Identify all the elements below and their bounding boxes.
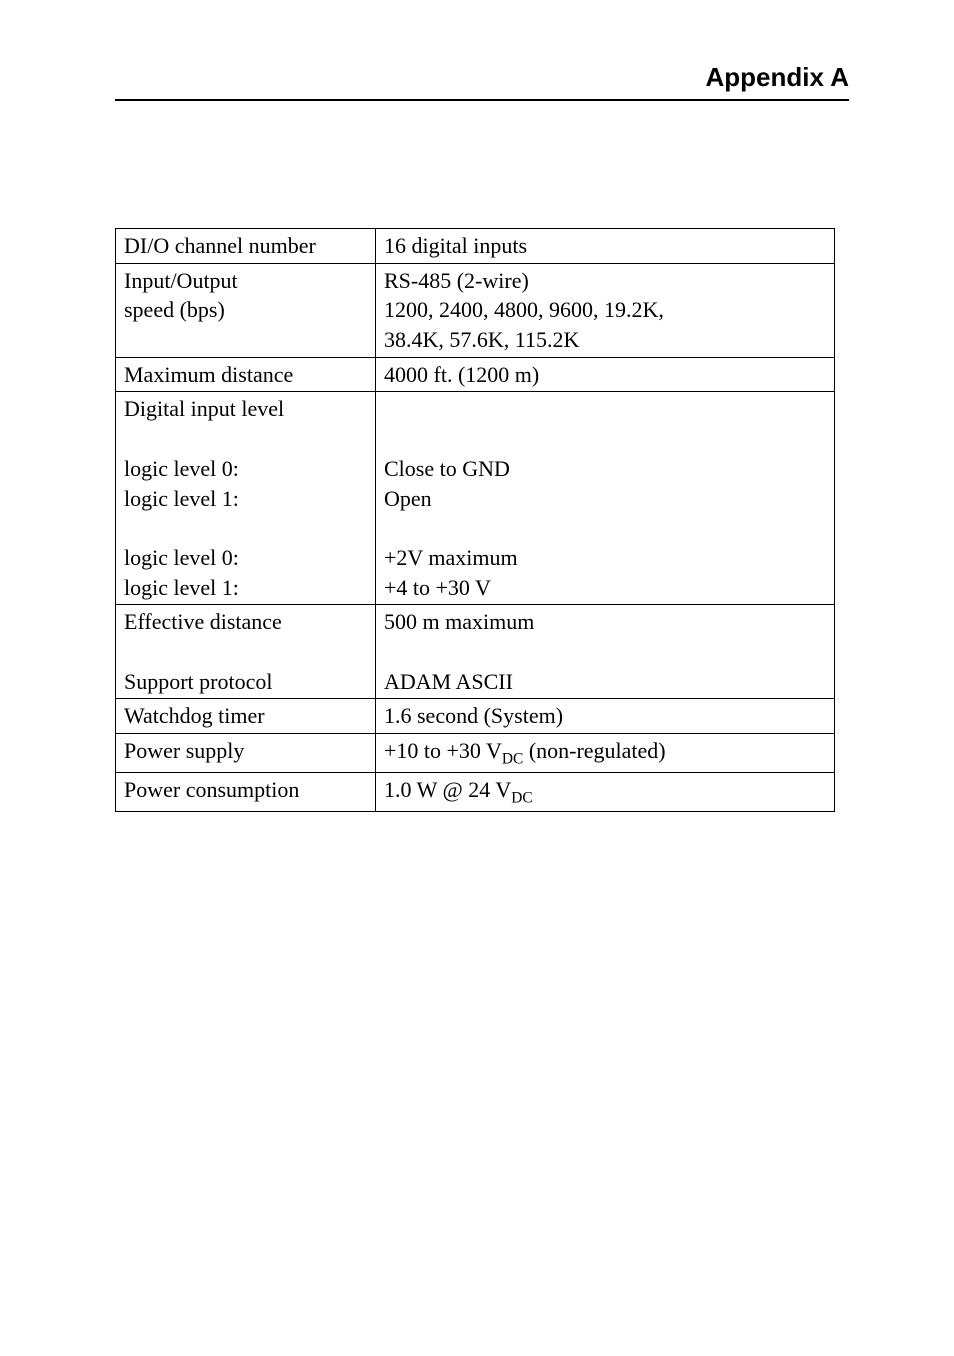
- table-row: Maximum distance4000 ft. (1200 m): [116, 357, 835, 392]
- spec-value: 16 digital inputs: [376, 229, 835, 264]
- specification-table-body: DI/O channel number16 digital inputsInpu…: [116, 229, 835, 812]
- spec-label: Maximum distance: [116, 357, 376, 392]
- spec-value: 1.0 W @ 24 VDC: [376, 773, 835, 812]
- table-row: Input/Output speed (bps)RS-485 (2-wire) …: [116, 263, 835, 357]
- appendix-title: Appendix A: [115, 62, 849, 93]
- spec-label: Input/Output speed (bps): [116, 263, 376, 357]
- spec-label: Watchdog timer: [116, 699, 376, 734]
- spec-label: DI/O channel number: [116, 229, 376, 264]
- table-row: Watchdog timer1.6 second (System): [116, 699, 835, 734]
- spec-value: 4000 ft. (1200 m): [376, 357, 835, 392]
- spec-label: Power supply: [116, 734, 376, 773]
- spec-label: Effective distance Support protocol: [116, 605, 376, 699]
- spec-value: 1.6 second (System): [376, 699, 835, 734]
- table-row: Power consumption1.0 W @ 24 VDC: [116, 773, 835, 812]
- spec-value: Close to GND Open +2V maximum +4 to +30 …: [376, 392, 835, 605]
- page-header: Appendix A: [115, 62, 849, 101]
- spec-value: RS-485 (2-wire) 1200, 2400, 4800, 9600, …: [376, 263, 835, 357]
- spec-value: 500 m maximum ADAM ASCII: [376, 605, 835, 699]
- spec-label: Digital input level logic level 0: logic…: [116, 392, 376, 605]
- spec-label: Power consumption: [116, 773, 376, 812]
- table-row: Digital input level logic level 0: logic…: [116, 392, 835, 605]
- specification-table: DI/O channel number16 digital inputsInpu…: [115, 228, 835, 812]
- table-row: DI/O channel number16 digital inputs: [116, 229, 835, 264]
- table-row: Power supply+10 to +30 VDC (non-regulate…: [116, 734, 835, 773]
- spec-value: +10 to +30 VDC (non-regulated): [376, 734, 835, 773]
- table-row: Effective distance Support protocol500 m…: [116, 605, 835, 699]
